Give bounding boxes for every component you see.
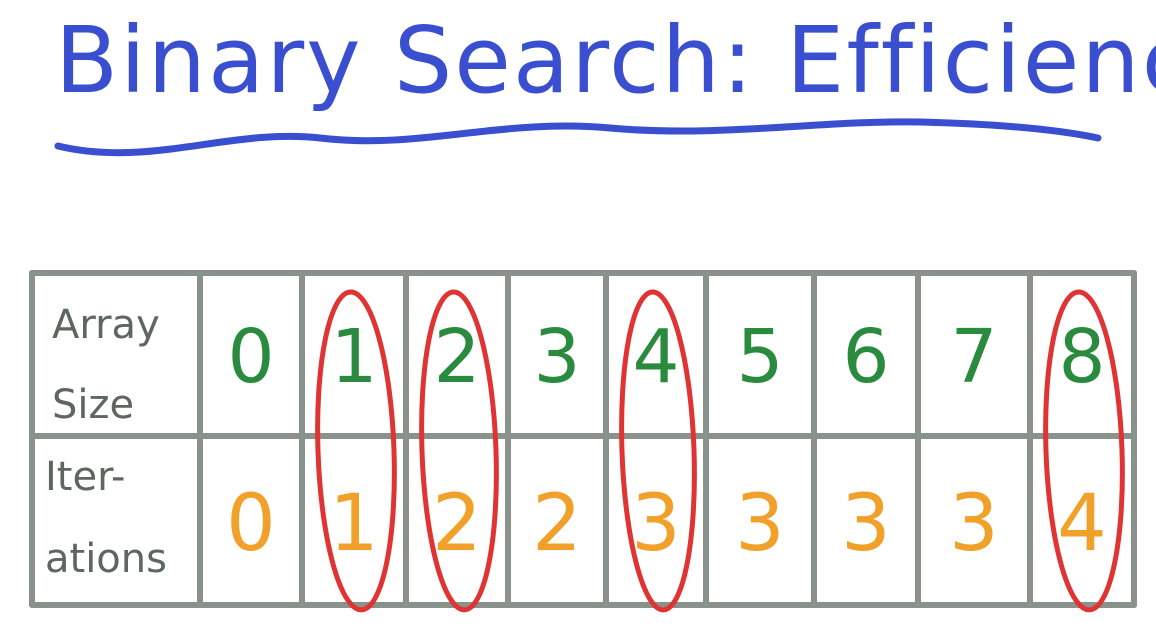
array-size-value: 1	[330, 314, 377, 400]
iteration-value: 2	[532, 479, 582, 569]
iteration-value: 3	[949, 479, 999, 569]
array-size-value: 0	[227, 314, 274, 400]
iteration-value: 1	[329, 479, 379, 569]
row-label-iterations-line1: Iter-	[45, 454, 125, 500]
array-size-value: 5	[736, 314, 783, 400]
highlight-loops	[315, 289, 1125, 613]
iteration-value: 3	[841, 479, 891, 569]
iteration-value: 4	[1057, 479, 1107, 569]
array-size-value: 6	[842, 314, 889, 400]
table-grid	[29, 270, 1137, 608]
iteration-value: 2	[432, 479, 482, 569]
highlight-loop	[419, 289, 499, 613]
highlight-loop	[315, 289, 397, 613]
highlight-loop	[619, 289, 697, 613]
array-size-value: 4	[632, 314, 679, 400]
array-size-value: 2	[433, 314, 480, 400]
array-size-value: 7	[950, 314, 997, 400]
row-label-array-size-line1: Array	[52, 302, 160, 348]
row-label-iterations-line2: ations	[45, 536, 167, 582]
highlight-loop	[1043, 289, 1125, 613]
row-label-array-size-line2: Size	[52, 382, 134, 428]
iteration-value: 3	[631, 479, 681, 569]
array-size-value: 3	[533, 314, 580, 400]
row-labels: Array Size Iter- ations	[45, 302, 167, 582]
page-title: Binary Search: Efficiency	[55, 7, 1156, 114]
iteration-value: 0	[226, 479, 276, 569]
array-size-value: 8	[1058, 314, 1105, 400]
title-underline	[54, 118, 1102, 157]
iteration-value: 3	[735, 479, 785, 569]
